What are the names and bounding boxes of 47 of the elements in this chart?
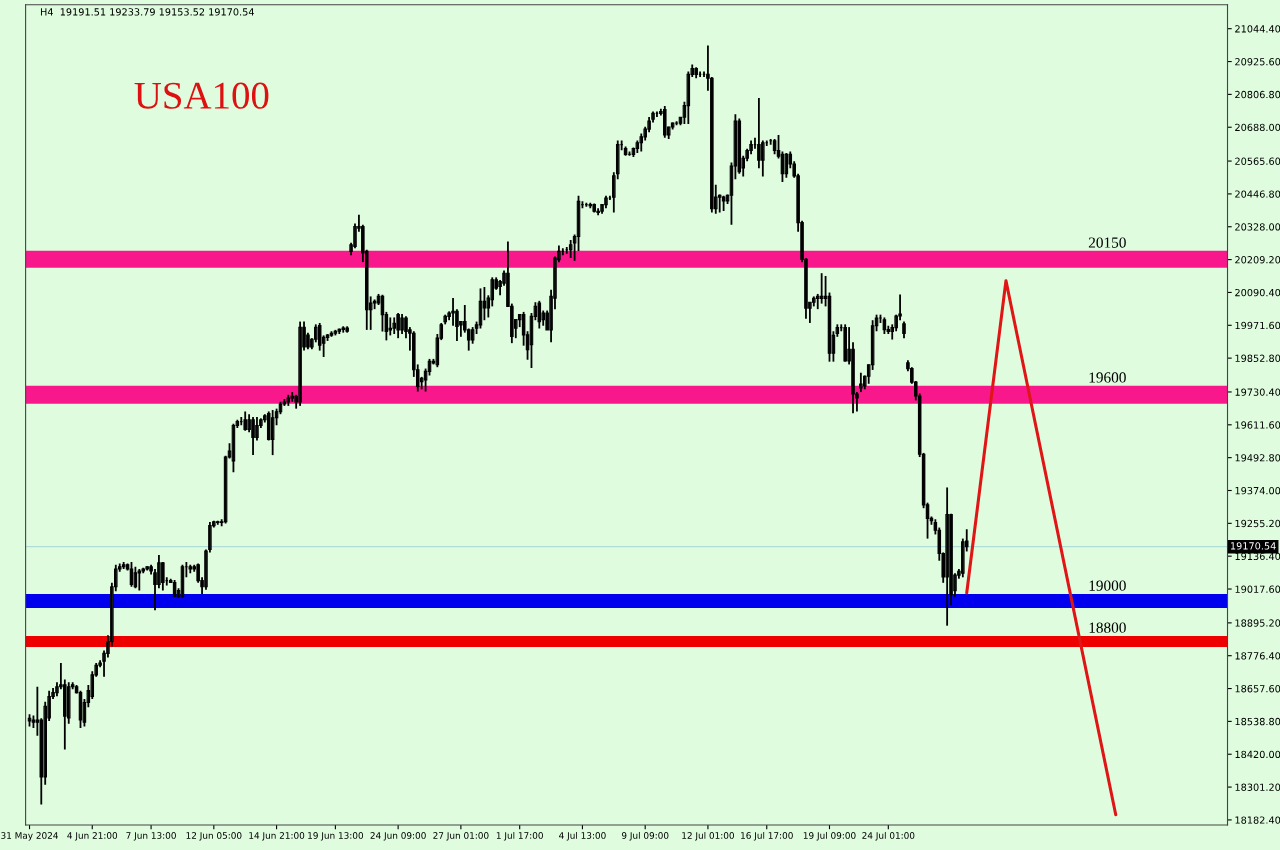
band-label: 19000 — [1089, 580, 1126, 591]
y-tick-label: 20209.20 — [1235, 256, 1280, 264]
y-tick-label: 18538.80 — [1235, 717, 1280, 726]
y-tick-label: 18657.60 — [1235, 685, 1280, 693]
x-tick-label: 9 Jul 09:00 — [621, 831, 669, 841]
y-tick-label: 18895.20 — [1235, 619, 1280, 627]
y-tick-label: 20688.00 — [1235, 123, 1280, 132]
x-tick-label: 24 Jul 01:00 — [862, 831, 915, 841]
x-tick-label: 19 Jun 13:00 — [308, 832, 364, 841]
x-tick-label: 1 Jul 17:00 — [496, 831, 543, 841]
y-tick-label: 19374.00 — [1235, 486, 1280, 495]
y-tick-label: 19852.80 — [1235, 354, 1280, 362]
y-tick-label: 20328.00 — [1235, 223, 1280, 231]
text: USA100 — [134, 82, 269, 109]
y-tick-label: 20806.80 — [1235, 90, 1280, 99]
x-tick-label: 16 Jul 17:00 — [741, 831, 793, 841]
y-tick-label: 19971.60 — [1235, 321, 1280, 330]
band-label: 19600 — [1089, 372, 1126, 383]
y-tick-label: 20446.80 — [1235, 190, 1280, 198]
y-tick-label: 19255.20 — [1235, 519, 1280, 528]
y-tick-label: 18420.00 — [1235, 750, 1280, 759]
x-tick-label: 7 Jun 13:00 — [126, 832, 176, 841]
x-tick-label: 14 Jun 21:00 — [249, 832, 305, 841]
x-tick-label: 31 May 2024 — [1, 832, 58, 841]
chart-subtitle: H4 19191.51 19233.79 19153.52 19170.54 — [40, 8, 254, 16]
x-tick-label: 19 Jul 09:00 — [803, 831, 856, 841]
x-tick-label: 4 Jul 13:00 — [559, 831, 606, 841]
y-tick-label: 20925.60 — [1235, 58, 1280, 66]
y-tick-label: 19730.40 — [1235, 388, 1280, 396]
x-tick-label: 4 Jun 21:00 — [67, 832, 118, 841]
x-tick-label: 24 Jun 09:00 — [370, 832, 426, 841]
y-tick-label: 18776.40 — [1235, 652, 1280, 660]
x-tick-label: 12 Jun 05:00 — [186, 832, 242, 841]
y-tick-label: 19017.60 — [1235, 585, 1280, 593]
y-tick-label: 19611.60 — [1235, 421, 1280, 429]
y-tick-label: 20090.40 — [1235, 288, 1280, 297]
y-tick-label: 18182.40 — [1235, 816, 1280, 824]
ref-line-label: 19170.54 — [1230, 542, 1276, 550]
x-tick-label: 12 Jul 01:00 — [682, 831, 734, 841]
y-tick-label: 19492.80 — [1235, 454, 1280, 462]
y-tick-label: 21044.40 — [1235, 25, 1280, 33]
x-tick-label: 27 Jun 01:00 — [433, 832, 489, 841]
y-tick-label: 20565.60 — [1235, 157, 1280, 165]
y-tick-label: 19136.40 — [1235, 552, 1280, 561]
y-tick-label: 18301.20 — [1235, 783, 1280, 791]
band-label: 20150 — [1088, 237, 1126, 248]
band-label: 18800 — [1089, 622, 1126, 633]
